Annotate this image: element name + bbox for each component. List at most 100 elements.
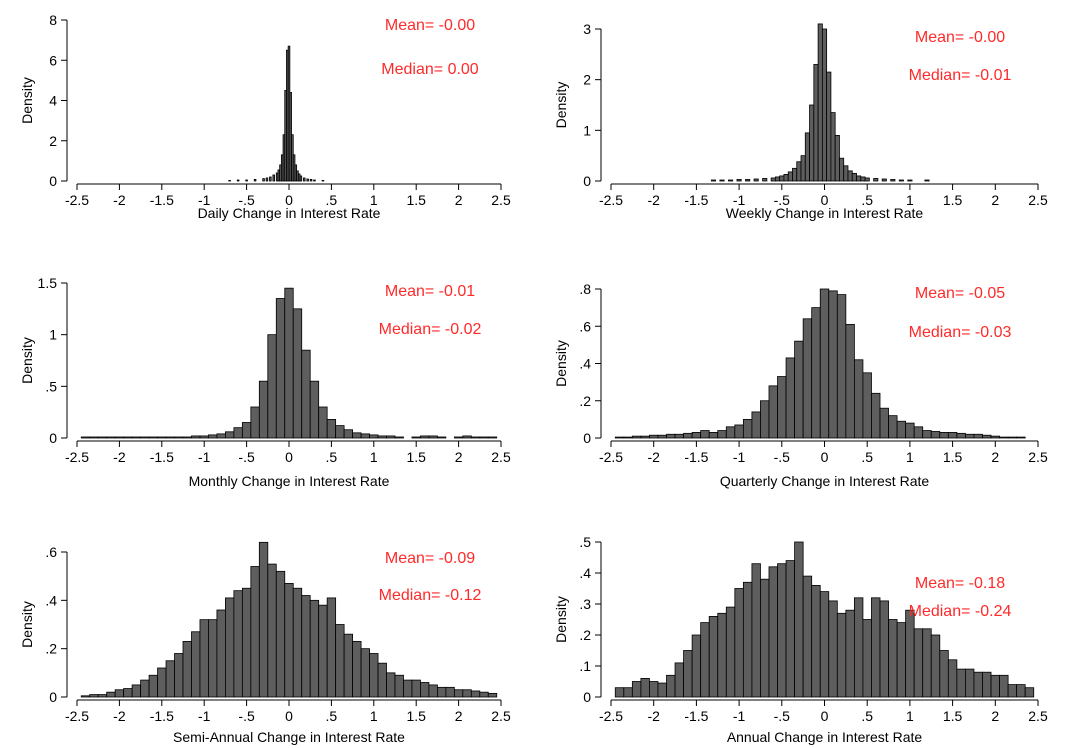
- histogram-bar: [303, 177, 306, 182]
- x-tick-label: -2: [647, 192, 660, 208]
- histogram-bar: [80, 436, 91, 439]
- histogram-bar: [436, 436, 447, 439]
- histogram-bar: [174, 653, 184, 698]
- y-tick-label: .3: [579, 596, 591, 612]
- y-tick-label: 0: [49, 430, 57, 446]
- histogram-bar: [360, 648, 370, 698]
- histogram-bar: [742, 418, 753, 439]
- histogram-bar: [224, 597, 235, 698]
- histogram-bar: [864, 177, 870, 182]
- histogram-bar: [879, 407, 889, 439]
- x-tick-label: 1: [370, 449, 378, 465]
- histogram-bar: [623, 436, 633, 439]
- histogram-bar: [301, 349, 311, 439]
- histogram-bar: [321, 179, 325, 182]
- histogram-bar: [691, 432, 702, 439]
- histogram-bar: [487, 692, 498, 698]
- histogram-bar: [258, 541, 269, 698]
- median-annotation: Median= -0.02: [379, 321, 482, 338]
- histogram-bar: [770, 177, 776, 182]
- histogram-bar: [734, 424, 744, 439]
- histogram-bar: [809, 104, 815, 182]
- histogram-bar: [856, 175, 862, 182]
- histogram-bar: [973, 433, 983, 439]
- histogram-bar: [250, 406, 260, 439]
- histogram-bar: [453, 689, 464, 698]
- histogram-bar: [1007, 436, 1018, 439]
- histogram-bar: [760, 578, 770, 698]
- histogram-bar: [792, 167, 798, 182]
- histogram-bar: [836, 612, 847, 698]
- histogram-bar: [830, 112, 836, 182]
- mean-annotation: Mean= -0.00: [915, 29, 1005, 46]
- x-tick-label: 0: [285, 449, 293, 465]
- histogram-bar: [80, 695, 91, 698]
- histogram-panel: 0 1 2 3 -2.5 -2 -1.5 -1 -.5 0 .5 1 1.5 2 2.5 Weekly Cha…: [553, 21, 1048, 221]
- histogram-bar: [272, 174, 275, 182]
- median-annotation: Median= -0.12: [379, 587, 482, 604]
- histogram-bar: [930, 634, 941, 698]
- histogram-bar: [131, 436, 141, 439]
- histogram-bar: [301, 595, 311, 698]
- histogram-bar: [236, 179, 240, 182]
- x-tick-label: 0: [821, 449, 829, 465]
- histogram-bar: [241, 587, 252, 698]
- histogram-bar: [710, 179, 717, 182]
- histogram-bar: [191, 631, 201, 698]
- x-tick-label: -2.5: [599, 708, 623, 724]
- histogram-bar: [208, 434, 218, 439]
- x-tick-label: -2.5: [599, 449, 623, 465]
- median-annotation: Median= -0.03: [909, 324, 1012, 341]
- x-tick-label: 0: [821, 708, 829, 724]
- histogram-bar: [420, 435, 430, 439]
- x-tick-label: -2: [113, 708, 126, 724]
- histogram-bar: [725, 426, 736, 439]
- histogram-bar: [691, 634, 702, 698]
- x-tick-label: 1.5: [406, 708, 426, 724]
- y-tick-label: .4: [579, 356, 591, 372]
- histogram-bar: [905, 422, 915, 439]
- histogram-bar: [292, 308, 303, 439]
- x-tick-label: -1: [733, 708, 746, 724]
- histogram-bar: [794, 541, 804, 698]
- histogram-bar: [930, 431, 941, 439]
- histogram-bar: [760, 400, 770, 439]
- x-tick-label: -1: [198, 192, 211, 208]
- histogram-bar: [821, 28, 828, 182]
- histogram-bar: [343, 633, 353, 698]
- histogram-bar: [224, 431, 235, 439]
- histogram-bar: [990, 674, 1000, 698]
- x-tick-label: 1: [370, 708, 378, 724]
- histogram-bar: [751, 563, 761, 698]
- x-tick-label: 1.5: [406, 192, 426, 208]
- histogram-bar: [982, 434, 992, 439]
- histogram-bar: [768, 566, 778, 698]
- x-tick-label: -2: [647, 449, 660, 465]
- x-axis-title: Annual Change in Interest Rate: [727, 729, 923, 745]
- y-tick-label: .2: [45, 641, 57, 657]
- x-tick-label: -2.5: [65, 449, 89, 465]
- histogram-bar: [299, 175, 303, 182]
- histogram-bar: [890, 179, 896, 182]
- histogram-bar: [262, 178, 265, 182]
- y-tick-label: .4: [579, 565, 591, 581]
- histogram-bar: [862, 619, 872, 698]
- histogram-bar: [309, 380, 320, 439]
- histogram-bar: [907, 179, 913, 182]
- histogram-bar: [1016, 684, 1026, 698]
- histogram-bar: [614, 687, 625, 698]
- histogram-bar: [148, 674, 158, 698]
- histogram-bar: [708, 432, 719, 439]
- histogram-bar: [275, 570, 286, 698]
- x-tick-label: .5: [861, 449, 873, 465]
- histogram-bar: [420, 682, 430, 698]
- x-tick-label: -1: [733, 192, 746, 208]
- histogram-bar: [318, 604, 328, 698]
- histogram-bar: [785, 357, 796, 439]
- histogram-panel: 0 .2 .4 .6 .8 -2.5 -2 -1.5 -1 -.5 0 .5 1 1.5 2 2.5 Quart…: [553, 281, 1048, 489]
- histogram-bar: [666, 433, 676, 439]
- histogram-bar: [796, 161, 802, 182]
- y-tick-label: 1.5: [38, 275, 58, 291]
- histogram-bar: [922, 430, 932, 439]
- histogram-bar: [123, 688, 133, 698]
